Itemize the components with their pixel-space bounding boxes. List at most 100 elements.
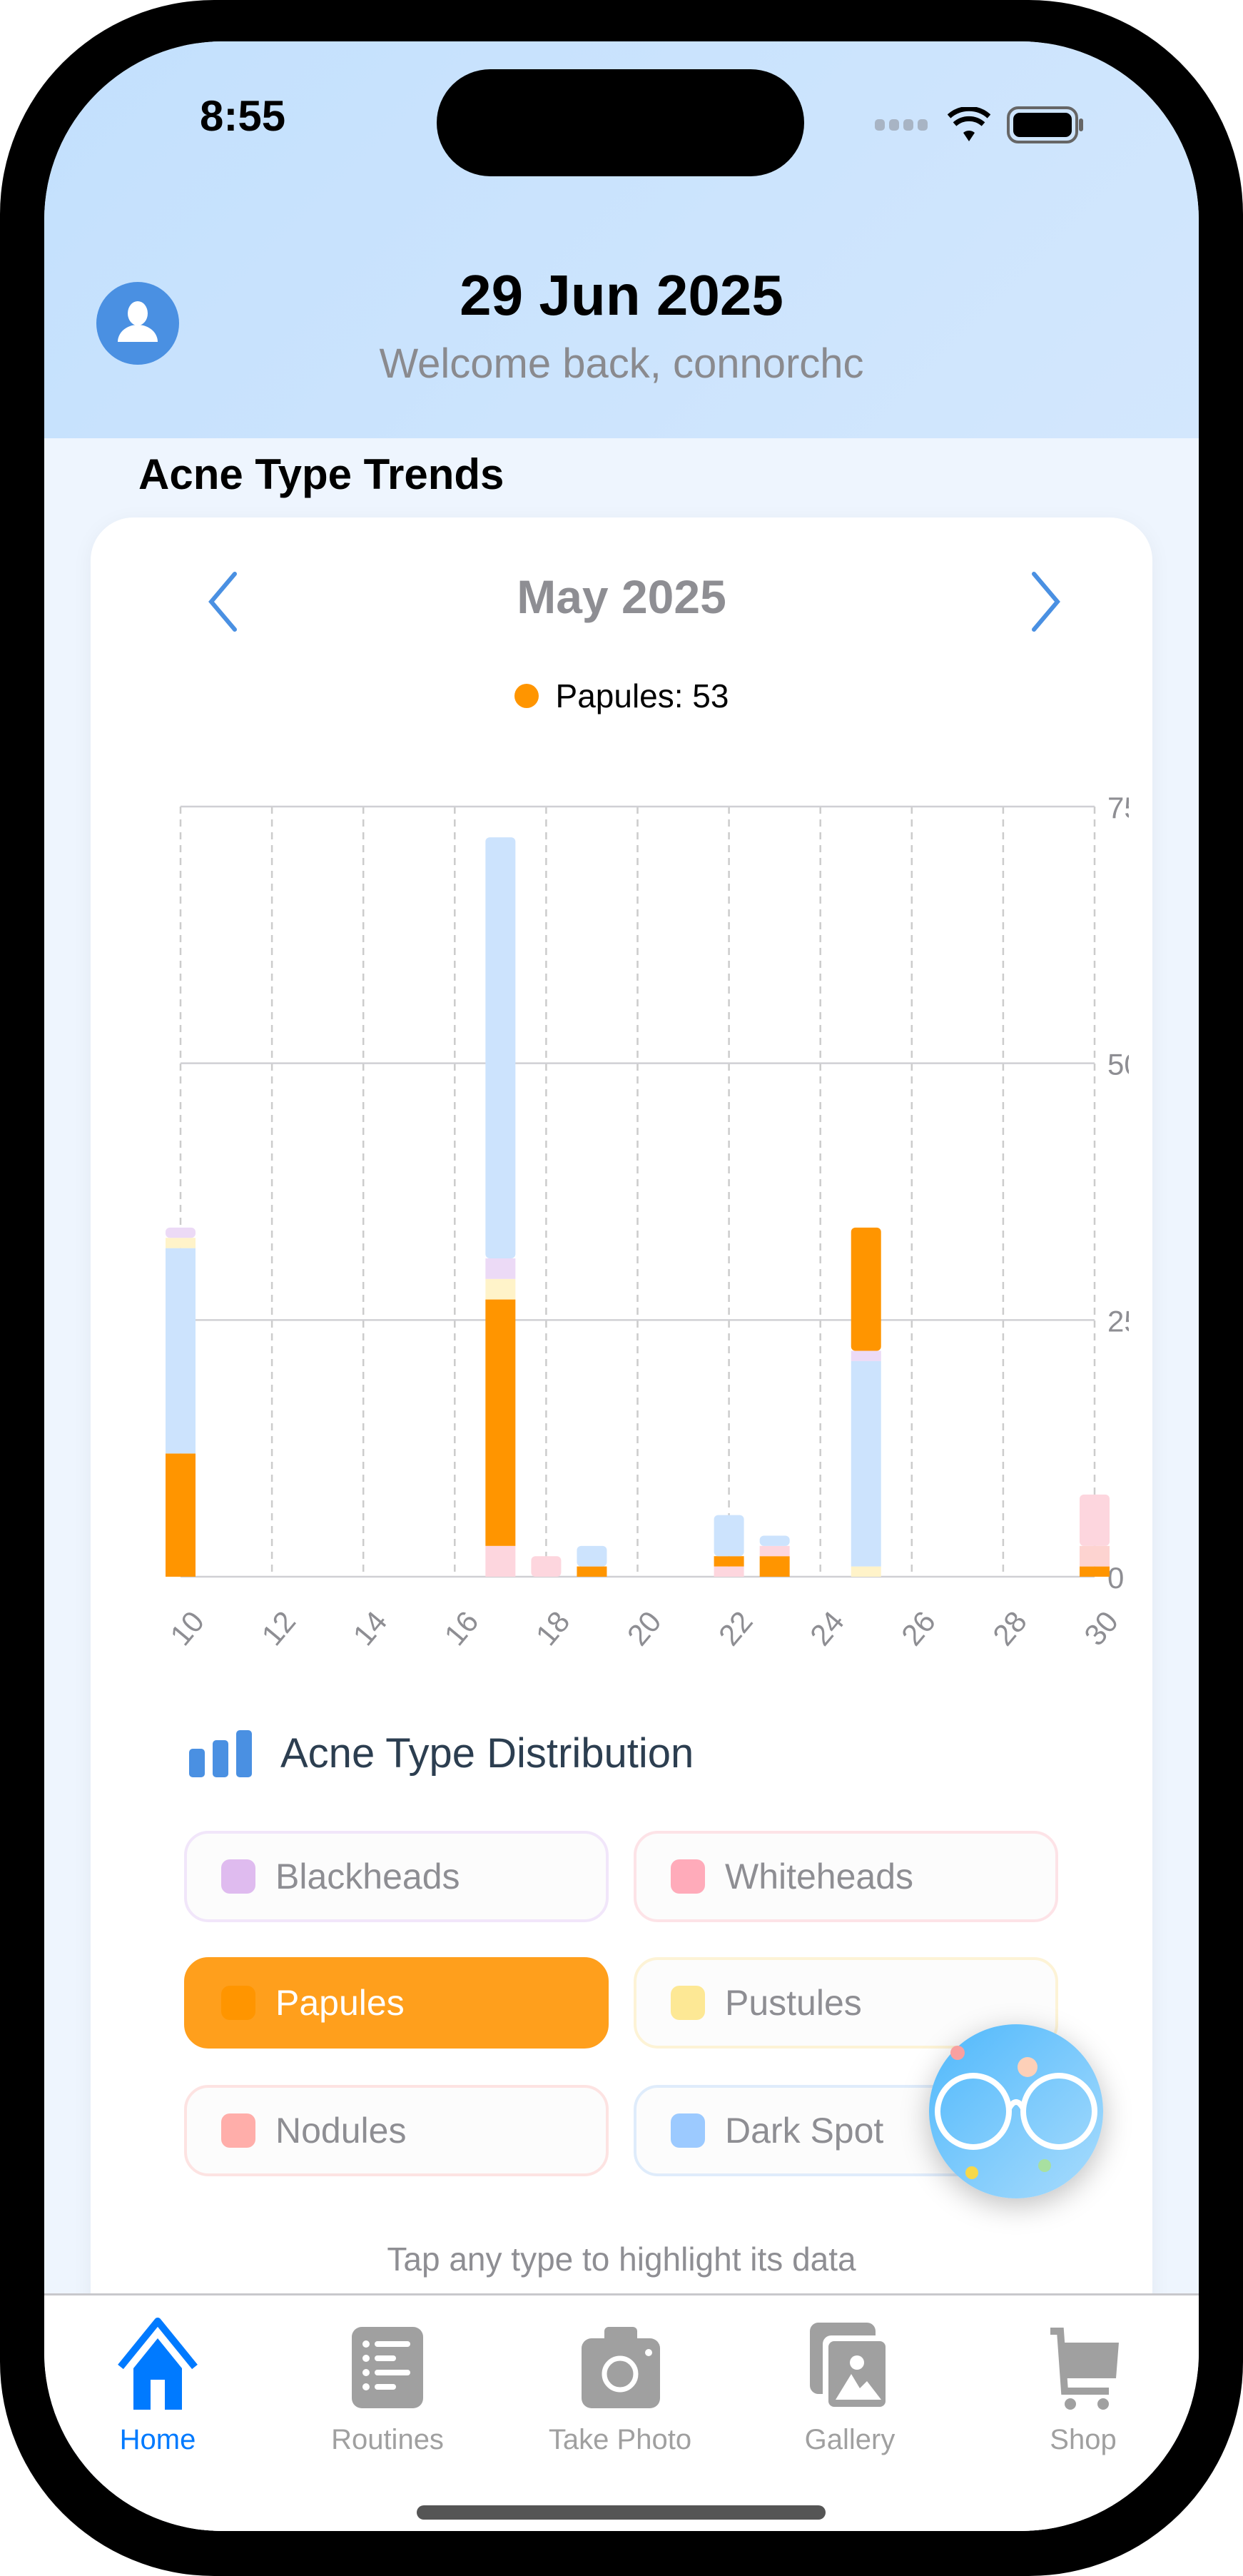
bar-segment-blackheads <box>166 1227 196 1238</box>
bar-segment-whiteheads <box>531 1556 562 1577</box>
x-tick-label: 24 <box>803 1605 851 1652</box>
bar-segment-papules <box>166 1453 196 1577</box>
glasses-icon <box>935 2046 1097 2179</box>
x-tick-label: 16 <box>437 1605 484 1652</box>
type-filter-blackheads[interactable]: Blackheads <box>184 1831 609 1922</box>
camera-icon <box>582 2327 660 2408</box>
x-tick-label: 18 <box>529 1605 577 1652</box>
x-tick-label: 12 <box>255 1605 302 1652</box>
status-icons <box>875 106 1085 144</box>
tab-label: Take Photo <box>548 2424 692 2455</box>
bar-segment-pustules <box>851 1566 881 1577</box>
bar-segment-blackheads <box>485 1258 516 1279</box>
bar-segment-whiteheads <box>714 1566 744 1577</box>
color-swatch <box>221 2113 255 2148</box>
x-tick-label: 22 <box>712 1605 759 1652</box>
y-tick-label: 0 <box>1107 1561 1124 1595</box>
tab-label: Shop <box>1050 2424 1117 2455</box>
profile-avatar-button[interactable] <box>96 282 179 365</box>
tab-take-photo[interactable]: Take Photo <box>520 2317 720 2456</box>
type-filter-whiteheads[interactable]: Whiteheads <box>634 1831 1058 1922</box>
y-tick-label: 50 <box>1107 1048 1129 1081</box>
tab-gallery[interactable]: Gallery <box>750 2317 950 2456</box>
x-tick-label: 10 <box>163 1605 210 1652</box>
tab-routines[interactable]: Routines <box>288 2317 487 2456</box>
tab-label: Gallery <box>804 2424 896 2455</box>
color-swatch <box>671 1986 705 2020</box>
type-label: Whiteheads <box>725 1857 914 1896</box>
bar-segment-papules <box>577 1566 607 1577</box>
cart-icon <box>1050 2328 1119 2410</box>
distribution-header: Acne Type Distribution <box>189 1729 694 1777</box>
bar-segment-dark-spot <box>166 1248 196 1454</box>
bar-segment-dark-spot <box>759 1535 790 1546</box>
bar-segment-pustules <box>485 1278 516 1300</box>
bar-segment-dark-spot <box>851 1360 881 1567</box>
bar-segment-pustules <box>166 1238 196 1248</box>
color-swatch <box>671 1859 705 1894</box>
bar-segment-papules <box>485 1299 516 1546</box>
type-filter-papules[interactable]: Papules <box>184 1957 609 2049</box>
bar-segment-whiteheads <box>759 1545 790 1557</box>
photos-icon <box>810 2323 890 2411</box>
bar-segment-whiteheads <box>485 1545 516 1577</box>
bar-segment-papules <box>759 1556 790 1577</box>
acne-trend-chart[interactable]: 0 25 50 75 10 12 14 16 18 20 22 24 26 28 30 <box>116 748 1129 1676</box>
chart-legend: Papules: 53 <box>44 677 1199 715</box>
previous-month-button[interactable] <box>203 570 245 634</box>
month-title: May 2025 <box>517 570 726 623</box>
list-icon <box>352 2327 423 2408</box>
type-label: Nodules <box>275 2111 407 2151</box>
status-time: 8:55 <box>200 92 286 140</box>
hint-text: Tap any type to highlight its data <box>387 2241 856 2278</box>
legend-label: Papules: 53 <box>555 677 729 714</box>
signal-icon <box>875 119 928 131</box>
battery-icon <box>1007 106 1083 143</box>
type-label: Papules <box>275 1983 405 2023</box>
tab-home[interactable]: Home <box>58 2317 258 2456</box>
bar-chart-icon <box>189 1729 252 1777</box>
x-tick-label: 26 <box>895 1605 942 1652</box>
welcome-text: Welcome back, connorchc <box>379 340 864 387</box>
dynamic-island <box>437 69 804 176</box>
x-tick-label: 30 <box>1077 1605 1125 1652</box>
y-tick-label: 75 <box>1107 791 1129 824</box>
wifi-icon <box>948 107 990 141</box>
type-label: Pustules <box>725 1983 862 2023</box>
header: 8:55 29 Jun 2025 Welcome back, connorchc <box>44 41 1199 438</box>
bar-segment-nodules <box>1080 1545 1110 1567</box>
bar-segment-blackheads <box>851 1350 881 1361</box>
bar-segment-dark-spot <box>577 1545 607 1567</box>
bar-segment-papules <box>1080 1566 1110 1577</box>
distribution-title: Acne Type Distribution <box>280 1730 694 1777</box>
bar-segment-papules <box>714 1556 744 1567</box>
trends-card <box>91 517 1152 2531</box>
x-tick-label: 20 <box>621 1605 668 1652</box>
header-date: 29 Jun 2025 <box>460 263 783 327</box>
bar-segment-whiteheads <box>1080 1494 1110 1546</box>
tab-label: Routines <box>331 2424 444 2455</box>
x-tick-label: 14 <box>346 1605 393 1652</box>
type-filter-nodules[interactable]: Nodules <box>184 2085 609 2176</box>
tab-label: Home <box>119 2424 196 2455</box>
type-label: Dark Spot <box>725 2111 884 2151</box>
screen: 8:55 29 Jun 2025 Welcome back, connorchc… <box>44 41 1199 2531</box>
tab-bar: Home Routines Take Photo Gallery Shop <box>44 2293 1199 2531</box>
section-title: Acne Type Trends <box>138 450 504 498</box>
y-tick-label: 25 <box>1107 1304 1129 1338</box>
bar-segment-dark-spot <box>714 1515 744 1557</box>
color-swatch <box>671 2113 705 2148</box>
bar-segment-papules <box>851 1227 881 1351</box>
x-tick-label: 28 <box>986 1605 1033 1652</box>
ai-assistant-button[interactable] <box>929 2024 1103 2198</box>
house-icon <box>118 2318 198 2410</box>
legend-dot <box>514 684 539 708</box>
bar-segment-dark-spot <box>485 837 516 1259</box>
type-label: Blackheads <box>275 1857 460 1896</box>
tab-shop[interactable]: Shop <box>983 2317 1183 2456</box>
next-month-button[interactable] <box>1023 570 1066 634</box>
color-swatch <box>221 1986 255 2020</box>
person-icon <box>118 301 158 342</box>
home-indicator <box>417 2505 826 2520</box>
